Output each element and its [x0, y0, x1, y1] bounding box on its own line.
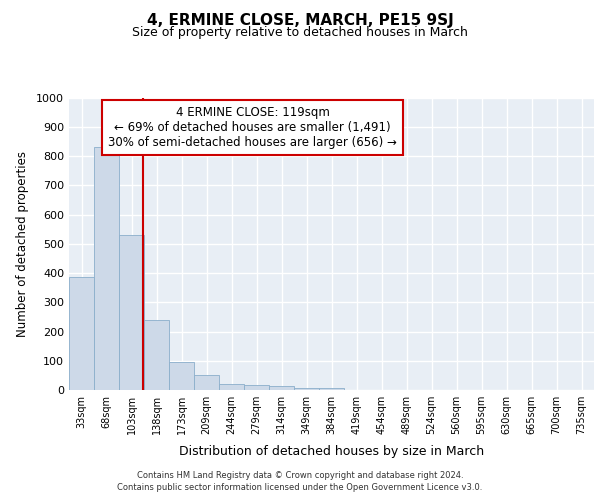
Y-axis label: Number of detached properties: Number of detached properties: [16, 151, 29, 337]
Bar: [244, 385, 269, 390]
Bar: [219, 384, 244, 390]
Bar: [194, 375, 219, 390]
Bar: [319, 388, 344, 390]
Bar: [144, 320, 169, 390]
Bar: [119, 235, 144, 390]
X-axis label: Distribution of detached houses by size in March: Distribution of detached houses by size …: [179, 446, 484, 458]
Bar: [94, 147, 119, 390]
Bar: [69, 278, 94, 390]
Bar: [294, 388, 319, 390]
Text: Contains HM Land Registry data © Crown copyright and database right 2024.
Contai: Contains HM Land Registry data © Crown c…: [118, 471, 482, 492]
Text: 4, ERMINE CLOSE, MARCH, PE15 9SJ: 4, ERMINE CLOSE, MARCH, PE15 9SJ: [146, 12, 454, 28]
Bar: [269, 386, 294, 390]
Text: Size of property relative to detached houses in March: Size of property relative to detached ho…: [132, 26, 468, 39]
Bar: [169, 362, 194, 390]
Text: 4 ERMINE CLOSE: 119sqm
← 69% of detached houses are smaller (1,491)
30% of semi-: 4 ERMINE CLOSE: 119sqm ← 69% of detached…: [109, 106, 397, 150]
